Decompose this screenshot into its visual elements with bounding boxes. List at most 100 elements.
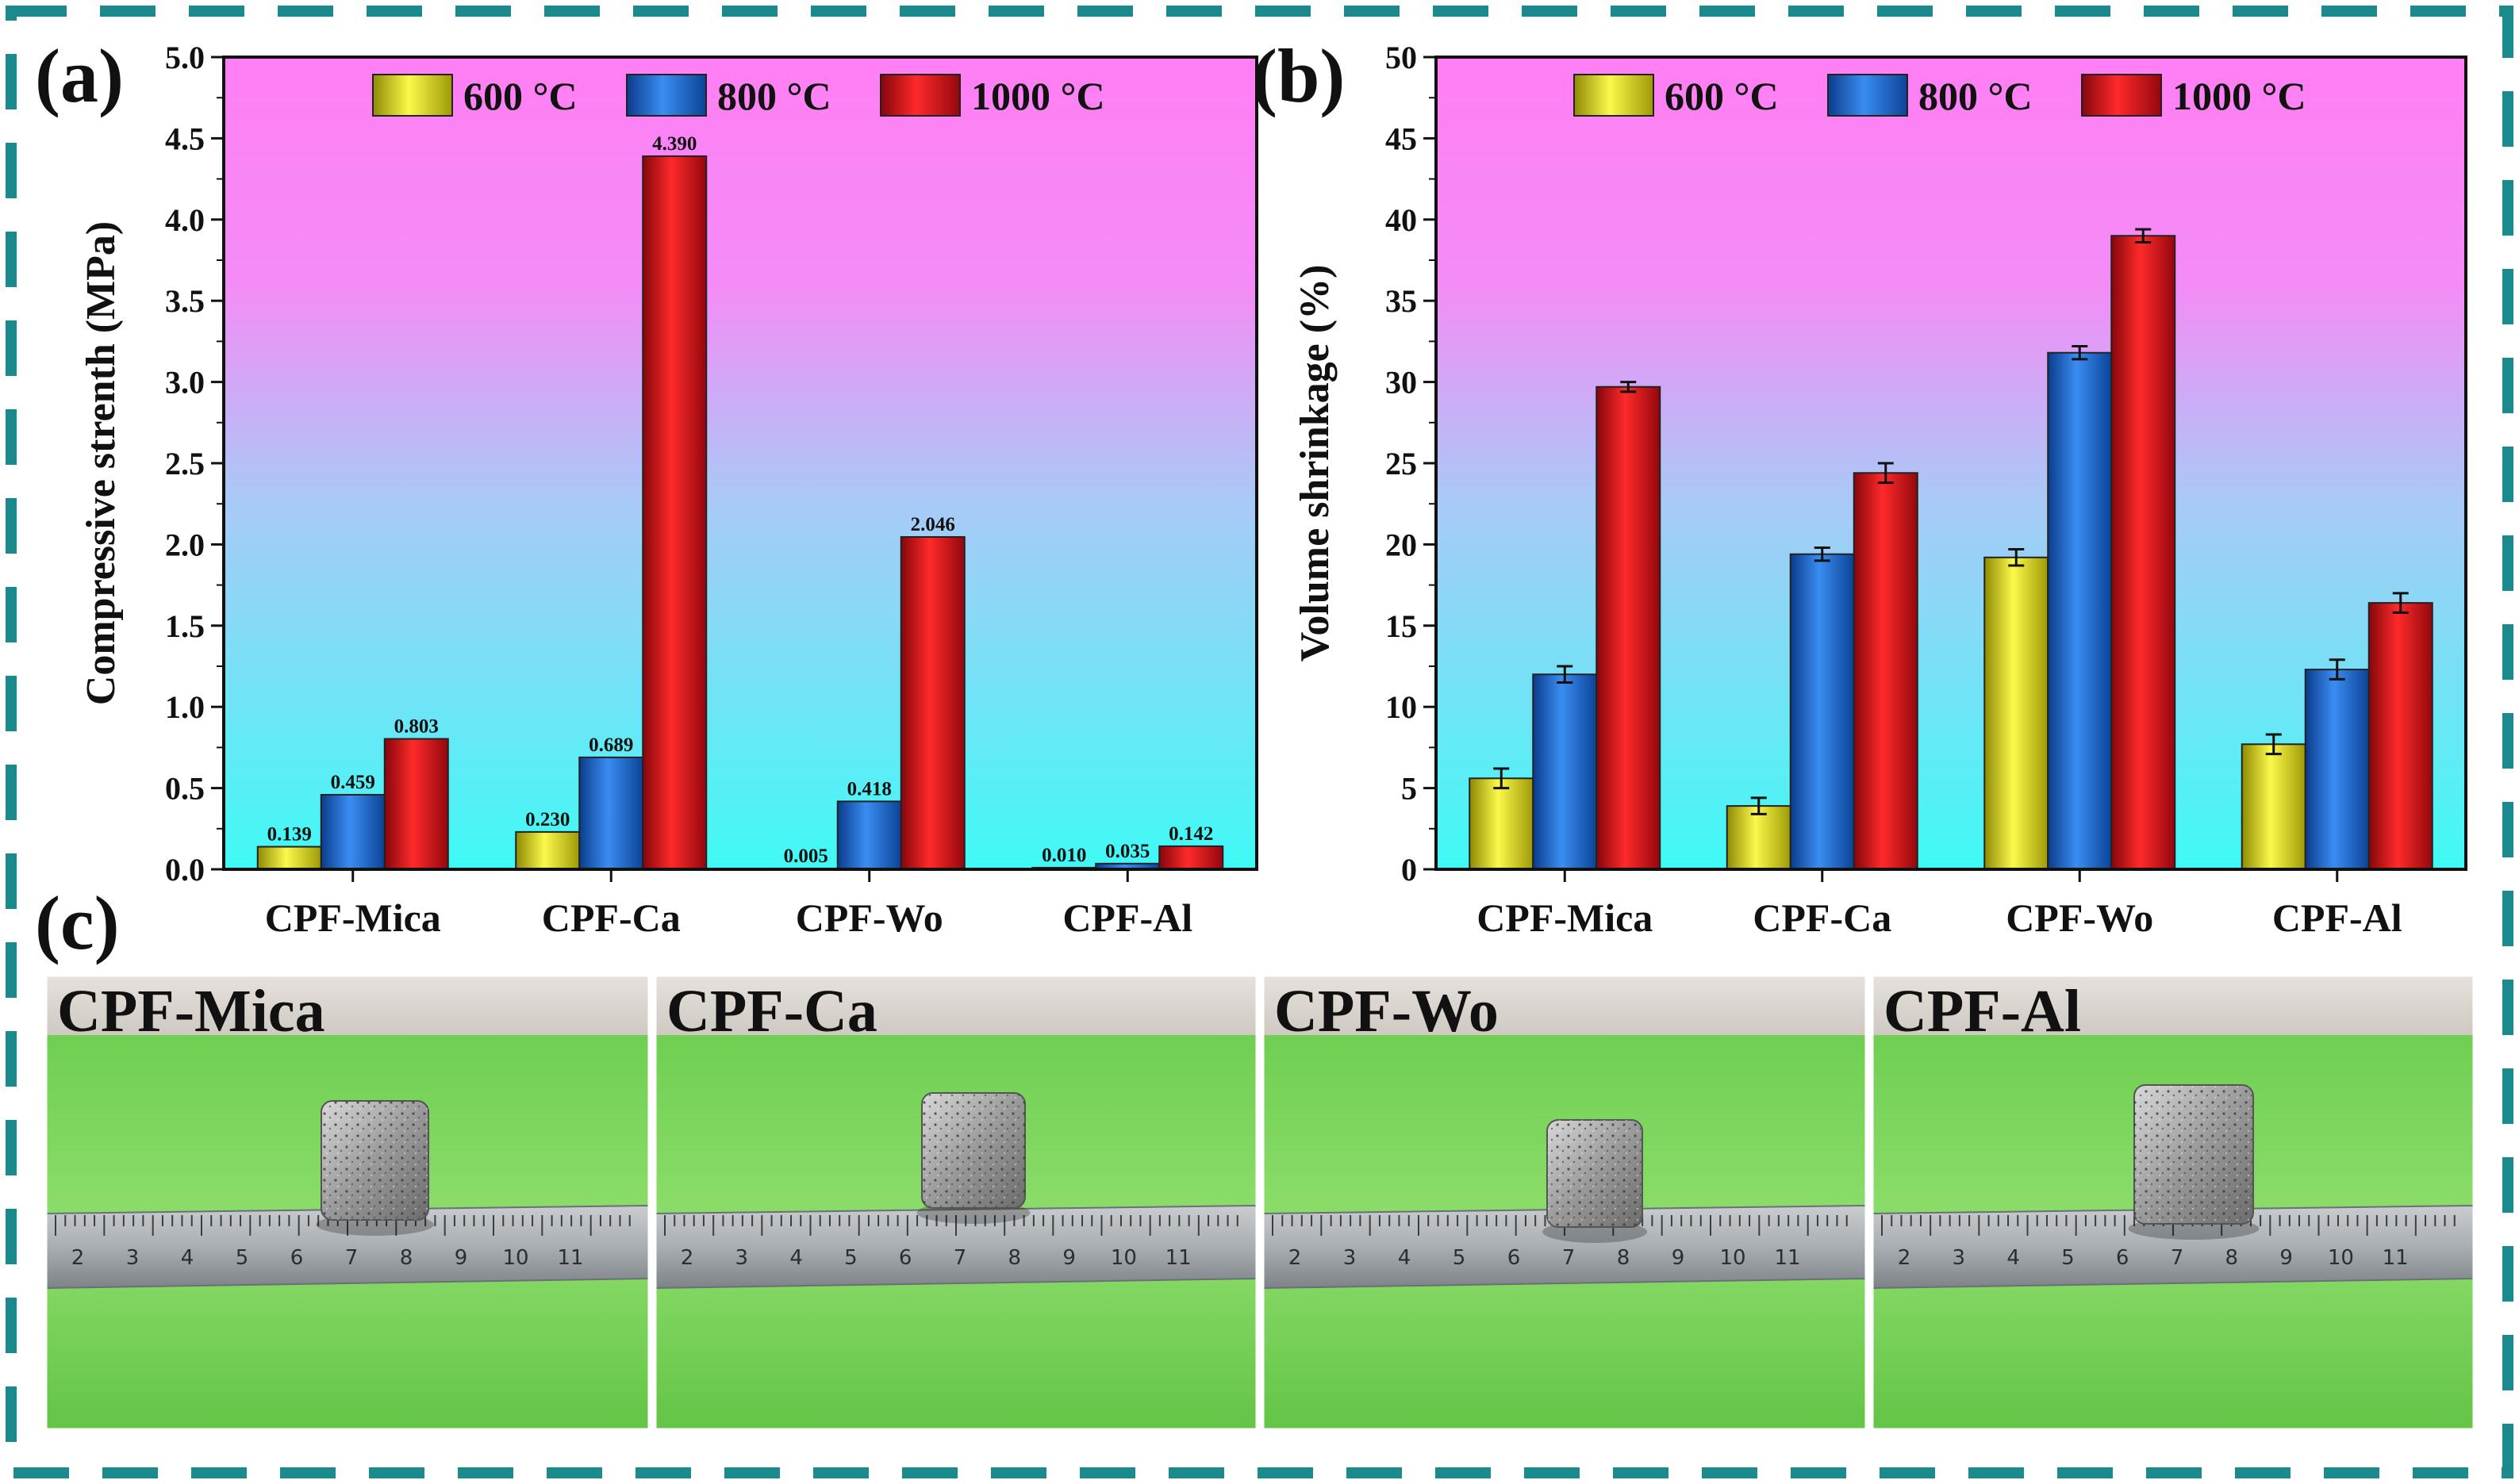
bar-800c-cpf-mica — [320, 793, 386, 871]
data-label: 0.418 — [847, 778, 892, 800]
error-bar — [2329, 658, 2345, 681]
y-tick-label: 4.5 — [165, 121, 205, 156]
bar-800c-cpf-al — [2304, 669, 2370, 871]
x-tick-label: CPF-Ca — [542, 895, 681, 940]
photo-frame — [44, 974, 651, 1431]
legend-item-1000: 1000 °C — [880, 74, 1105, 118]
sample-texture — [321, 1101, 428, 1220]
legend: 600 °C 800 °C 1000 °C — [372, 74, 1105, 118]
bar-800c-cpf-wo — [2047, 351, 2113, 870]
photo-frame — [654, 974, 1258, 1431]
x-tick-label: CPF-Mica — [1476, 895, 1653, 940]
ruler-number: 10 — [2328, 1246, 2354, 1270]
bar-1000c-cpf-wo — [900, 535, 966, 870]
photo-label: CPF-Wo — [1274, 978, 1499, 1045]
ruler-number: 3 — [1953, 1246, 1966, 1270]
ruler-number: 6 — [1507, 1246, 1521, 1270]
photo-background-wall — [1872, 976, 2474, 1035]
data-label: 0.005 — [784, 846, 828, 867]
y-tick-label: 35 — [1385, 283, 1417, 319]
ruler: 2 3 4 5 6 7 8 9 10 11 — [655, 1204, 1258, 1290]
y-tick-label: 40 — [1385, 202, 1417, 238]
legend-swatch — [626, 74, 707, 117]
photo-label: CPF-Al — [1883, 978, 2081, 1045]
bar-1000c-cpf-al — [1158, 845, 1224, 871]
error-bar — [2392, 592, 2409, 614]
x-tick-label: CPF-Wo — [2006, 895, 2153, 940]
legend: 600 °C 800 °C 1000 °C — [1573, 74, 2306, 118]
ruler-number: 5 — [236, 1246, 249, 1270]
data-label: 0.035 — [1105, 841, 1150, 862]
ruler-number: 9 — [455, 1246, 468, 1270]
ruler-number: 11 — [557, 1246, 583, 1270]
ruler-number: 6 — [290, 1246, 304, 1270]
photo-cpf-ca: 2 3 4 5 6 7 8 9 10 11 CPF-Ca — [654, 974, 1258, 1431]
legend-item-800: 800 °C — [1827, 74, 2033, 118]
ruler-number: 11 — [1165, 1246, 1192, 1270]
ruler-number: 3 — [1343, 1246, 1357, 1270]
legend-label: 1000 °C — [2172, 74, 2306, 118]
ruler-number: 10 — [1719, 1246, 1745, 1270]
legend-swatch — [2081, 74, 2162, 117]
y-tick-label: 4.0 — [165, 202, 205, 238]
ruler-number: 4 — [181, 1246, 194, 1270]
legend-label: 800 °C — [1918, 74, 2033, 118]
legend-item-600: 600 °C — [1573, 74, 1779, 118]
ruler-number: 5 — [2061, 1246, 2075, 1270]
y-tick-label: 5.0 — [165, 40, 205, 75]
legend-item-800: 800 °C — [626, 74, 831, 118]
ruler-number: 5 — [1453, 1246, 1466, 1270]
y-tick-label: 25 — [1385, 446, 1417, 481]
y-tick-label: 2.5 — [165, 446, 205, 481]
y-tick-label: 50 — [1385, 40, 1417, 75]
sample-texture — [922, 1093, 1025, 1208]
chart-a-compressive-strength: 0.0 0.5 1.0 1.5 2.0 2.5 3.0 3.5 4.0 4.5 5.0 Compres… — [79, 40, 1258, 940]
photo-cpf-wo: 2 3 4 5 6 7 8 9 10 11 CPF-Wo — [1261, 974, 1868, 1431]
y-tick-label: 0 — [1401, 852, 1417, 888]
y-tick-label: 20 — [1385, 527, 1417, 562]
legend-label: 600 °C — [463, 74, 578, 118]
ruler-number: 4 — [789, 1246, 803, 1270]
ruler-number: 8 — [2225, 1246, 2239, 1270]
figure-frame — [6, 6, 2513, 1478]
ruler-number: 2 — [1898, 1246, 1911, 1270]
bar-1000c-cpf-mica — [1595, 385, 1661, 870]
y-tick-label: 45 — [1385, 121, 1417, 156]
bar-1000c-cpf-ca — [1853, 472, 1918, 871]
y-tick-label: 30 — [1385, 365, 1417, 401]
ruler-number: 7 — [345, 1246, 359, 1270]
ruler-number: 9 — [2279, 1246, 2293, 1270]
bar-600c-cpf-mica — [1469, 777, 1534, 871]
x-tick-label: CPF-Mica — [265, 895, 441, 940]
chart-b-volume-shrinkage: 0 5 10 15 20 25 30 35 40 45 50 Volume shrinkage (%)… — [1292, 40, 2467, 940]
ruler-number: 6 — [2116, 1246, 2129, 1270]
bar-800c-cpf-ca — [578, 756, 644, 871]
ruler-number: 8 — [1617, 1246, 1630, 1270]
y-tick-label: 10 — [1385, 689, 1417, 725]
bar-800c-cpf-wo — [836, 800, 902, 871]
ruler-number: 10 — [502, 1246, 528, 1270]
photo-background-wall — [46, 976, 649, 1035]
error-bar — [1620, 381, 1637, 393]
bar-600c-cpf-ca — [1726, 805, 1791, 870]
data-label: 0.139 — [267, 824, 312, 846]
data-label: 0.459 — [331, 772, 375, 793]
x-tick-label: CPF-Wo — [796, 895, 943, 940]
bar-800c-cpf-ca — [1789, 553, 1855, 870]
ruler-number: 8 — [1008, 1246, 1022, 1270]
ruler-number: 5 — [844, 1246, 858, 1270]
y-tick-label: 3.5 — [165, 283, 205, 319]
bar-600c-cpf-al — [2241, 743, 2306, 871]
panel-label-b: (b) — [1252, 33, 1345, 118]
ruler-number: 11 — [1774, 1246, 1800, 1270]
ruler-number: 7 — [2171, 1246, 2184, 1270]
legend-label: 800 °C — [717, 74, 831, 118]
ruler-number: 7 — [1562, 1246, 1576, 1270]
error-bar — [2265, 733, 2282, 756]
error-bar — [1877, 462, 1894, 485]
bar-1000c-cpf-mica — [383, 738, 449, 870]
ruler-number: 3 — [735, 1246, 749, 1270]
y-tick-label: 15 — [1385, 608, 1417, 644]
legend-swatch — [1573, 74, 1654, 117]
photo-background-wall — [1263, 976, 1866, 1035]
